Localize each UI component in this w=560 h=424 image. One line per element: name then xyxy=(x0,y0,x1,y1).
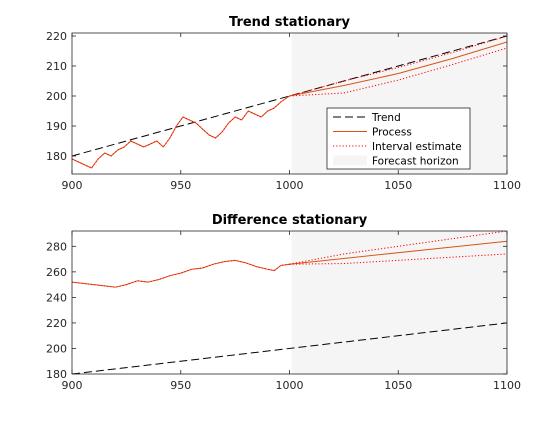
y-tick-label: 190 xyxy=(46,120,67,133)
y-tick-label: 210 xyxy=(46,60,67,73)
interval-estimate-line-4 xyxy=(289,47,507,97)
y-tick-label: 180 xyxy=(46,150,67,163)
interval-estimate-line-observed xyxy=(72,259,290,288)
interval-estimate-line-observed xyxy=(72,95,290,169)
legend: Trend Process Interval estimate Forecast ho… xyxy=(326,107,471,170)
interval-estimate-line-3 xyxy=(289,35,507,97)
x-tick-label: 900 xyxy=(62,379,83,392)
panel-1: 900 950 1000 1050 1100 180 190 200 210 220 Trend s… xyxy=(46,15,521,192)
legend-entry-1: Trend xyxy=(371,112,401,124)
legend-swatch-4 xyxy=(333,155,367,166)
x-tick-label: 950 xyxy=(170,379,191,392)
series-group xyxy=(72,35,507,169)
panel-2: 900 950 1000 1050 1100 180 200 220 240 260 280 Diff… xyxy=(46,213,521,392)
y-tick-label: 220 xyxy=(46,317,67,330)
y-tick-label: 220 xyxy=(46,30,67,43)
x-tick-label: 1100 xyxy=(493,179,521,192)
trend-line-0 xyxy=(72,322,507,374)
chart-title: Difference stationary xyxy=(212,213,368,228)
chart-title: Trend stationary xyxy=(229,15,351,30)
process-line-forecast xyxy=(289,240,507,265)
interval-estimate-line-3 xyxy=(289,231,507,265)
forecast-horizon-region xyxy=(291,231,507,374)
trend-line-0 xyxy=(72,35,507,157)
legend-entry-4: Forecast horizon xyxy=(372,156,459,168)
x-tick-label: 1100 xyxy=(493,379,521,392)
y-tick-label: 200 xyxy=(46,342,67,355)
legend-entry-3: Interval estimate xyxy=(372,141,462,153)
y-tick-label: 200 xyxy=(46,90,67,103)
process-line-forecast xyxy=(289,41,507,97)
x-tick-label: 950 xyxy=(170,179,191,192)
y-tick-label: 180 xyxy=(46,368,67,381)
y-tick-label: 260 xyxy=(46,266,67,279)
y-tick-label: 280 xyxy=(46,240,67,253)
x-tick-label: 900 xyxy=(62,179,83,192)
x-tick-label: 1050 xyxy=(384,379,412,392)
legend-entry-2: Process xyxy=(372,127,412,139)
x-tick-label: 1000 xyxy=(276,379,304,392)
series-group xyxy=(72,231,507,374)
x-tick-label: 1050 xyxy=(384,179,412,192)
x-tick-label: 1000 xyxy=(276,179,304,192)
y-tick-label: 240 xyxy=(46,291,67,304)
interval-estimate-line-4 xyxy=(289,253,507,265)
